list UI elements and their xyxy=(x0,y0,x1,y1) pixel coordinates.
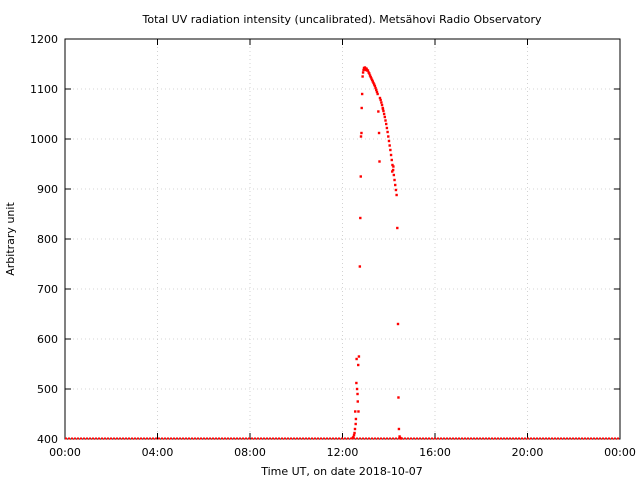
chart-title: Total UV radiation intensity (uncalibrat… xyxy=(142,13,542,26)
data-point xyxy=(398,435,401,438)
data-point xyxy=(385,122,388,126)
data-point xyxy=(396,322,400,326)
data-point xyxy=(355,381,358,385)
x-axis-label: Time UT, on date 2018-10-07 xyxy=(260,465,423,478)
data-point xyxy=(373,84,377,88)
data-point xyxy=(387,139,391,143)
data-point xyxy=(378,96,382,100)
data-point xyxy=(394,188,398,192)
y-tick-label: 800 xyxy=(37,233,58,246)
y-tick-label: 400 xyxy=(37,433,58,446)
data-point xyxy=(352,435,355,439)
data-point xyxy=(379,98,382,102)
data-point xyxy=(363,66,367,69)
data-point xyxy=(380,103,384,107)
data-point xyxy=(359,135,363,138)
data-point xyxy=(377,131,381,135)
data-point xyxy=(368,74,372,77)
data-point xyxy=(372,83,376,86)
data-point xyxy=(352,433,356,437)
data-point xyxy=(378,160,381,163)
data-point xyxy=(369,75,372,79)
y-tick-label: 1100 xyxy=(30,83,58,96)
data-point xyxy=(353,427,357,431)
x-tick-label: 04:00 xyxy=(142,446,174,459)
data-point xyxy=(359,216,362,220)
data-point xyxy=(393,178,396,182)
data-point xyxy=(388,144,391,147)
data-point xyxy=(383,115,387,119)
data-point xyxy=(392,173,396,177)
data-point xyxy=(360,131,363,135)
data-point xyxy=(354,410,357,413)
data-point xyxy=(354,417,358,421)
data-point xyxy=(382,112,386,116)
data-point xyxy=(395,193,398,197)
data-point xyxy=(357,355,361,358)
grid xyxy=(65,39,620,439)
x-tick-label: 00:00 xyxy=(49,446,81,459)
data-point xyxy=(366,69,370,72)
data-point xyxy=(387,135,390,138)
data-point xyxy=(362,68,365,72)
data-point xyxy=(370,77,373,80)
data-point xyxy=(392,165,395,168)
data-point xyxy=(396,226,399,230)
x-tick-label: 08:00 xyxy=(234,446,266,459)
y-tick-label: 500 xyxy=(37,383,58,396)
data-point xyxy=(391,168,395,172)
y-tick-label: 1200 xyxy=(30,33,58,46)
data-point xyxy=(354,422,357,426)
data-point xyxy=(397,396,400,399)
data-point xyxy=(382,109,385,113)
data-point xyxy=(356,400,359,403)
data-point xyxy=(361,71,365,74)
data-points xyxy=(351,66,403,440)
x-tick-label: 16:00 xyxy=(419,446,451,459)
data-point xyxy=(391,170,394,173)
data-point xyxy=(397,427,401,431)
data-point xyxy=(357,410,360,413)
y-tick-label: 900 xyxy=(37,183,58,196)
data-point xyxy=(390,158,393,162)
y-axis-label: Arbitrary unit xyxy=(4,202,17,276)
data-point xyxy=(357,363,360,367)
y-tick-label: 600 xyxy=(37,333,58,346)
data-point xyxy=(353,431,356,435)
data-point xyxy=(355,387,359,391)
data-point xyxy=(360,92,364,96)
data-point xyxy=(370,78,374,82)
data-point xyxy=(360,106,363,110)
data-point xyxy=(386,130,389,134)
data-point xyxy=(375,88,378,92)
data-point xyxy=(385,126,389,130)
y-tick-label: 1000 xyxy=(30,133,58,146)
data-point xyxy=(384,119,387,122)
axes: 00:00 04:00 08:00 12:00 16:00 20:00 00:0040050… xyxy=(30,33,636,459)
data-point xyxy=(355,357,358,361)
x-tick-label: 00:00 xyxy=(604,446,636,459)
data-point xyxy=(358,265,362,268)
data-point xyxy=(380,101,383,104)
data-point xyxy=(391,163,394,167)
y-tick-label: 700 xyxy=(37,283,58,296)
data-point xyxy=(394,183,397,187)
data-point xyxy=(359,175,362,178)
data-point xyxy=(371,80,374,83)
data-point xyxy=(372,81,375,85)
data-point xyxy=(399,437,403,440)
data-point xyxy=(381,107,385,111)
data-point xyxy=(389,148,392,152)
data-point xyxy=(374,86,377,90)
data-point xyxy=(376,92,379,96)
data-point xyxy=(389,153,393,157)
data-point xyxy=(361,75,364,78)
data-point xyxy=(377,110,380,113)
x-tick-label: 12:00 xyxy=(327,446,359,459)
data-point xyxy=(356,392,359,396)
x-tick-label: 20:00 xyxy=(512,446,544,459)
data-point xyxy=(375,90,379,94)
data-point xyxy=(368,72,371,75)
